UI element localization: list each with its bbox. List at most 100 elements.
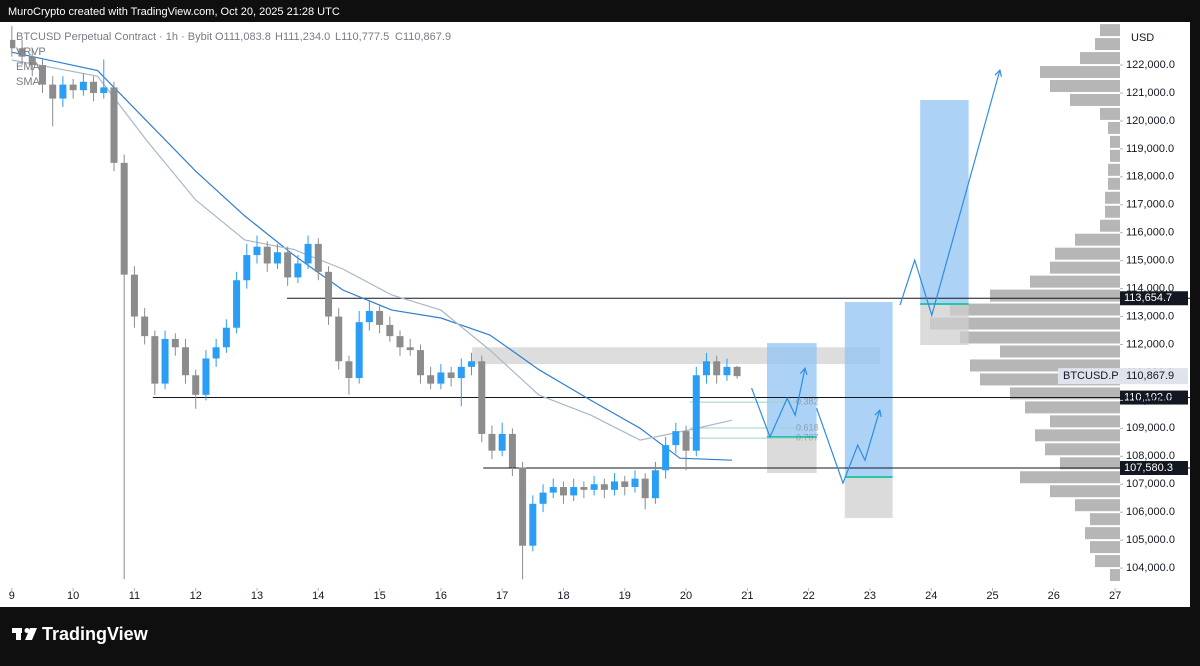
candle-body (519, 467, 527, 546)
y-tick-label: 113,000.0 (1126, 310, 1174, 322)
candle-body (28, 56, 36, 66)
y-tick-label: 120,000.0 (1126, 115, 1175, 127)
volume-profile-bar (1105, 205, 1120, 218)
candle-body (90, 81, 98, 93)
candle-body (325, 271, 333, 317)
y-tick-label: 118,000.0 (1126, 171, 1174, 183)
volume-profile-bar (1100, 107, 1120, 120)
volume-profile-bar (1050, 261, 1120, 274)
x-tick-label: 24 (925, 590, 937, 602)
x-tick-label: 15 (373, 590, 385, 602)
volume-profile-bar (1000, 345, 1120, 358)
logo-mark (16, 628, 21, 640)
candle-body (386, 324, 394, 337)
volume-profile-bar (1010, 387, 1120, 400)
volume-profile-bar (1108, 121, 1120, 134)
projection-arrowhead (874, 408, 882, 418)
x-tick-label: 11 (129, 590, 140, 602)
candle-body (100, 87, 108, 93)
candle-body (294, 263, 302, 278)
labels: 113,654.7 110,102.0 107,580.3 USD 104,000.0 1… (9, 31, 1190, 602)
candle-body (437, 372, 445, 384)
x-tick-label: 22 (803, 590, 815, 602)
x-tick-label: 13 (251, 590, 263, 602)
projection-path (899, 69, 1001, 318)
volume-profile-bar (1060, 457, 1120, 470)
y-tick-label: 106,000.0 (1126, 506, 1175, 518)
level-tag (1120, 291, 1188, 306)
volume-profile-bar (1090, 513, 1120, 526)
level-label: 110,102.0 (1124, 391, 1172, 403)
volume-profile-bar (950, 303, 1120, 316)
legend-entry: EMA (16, 61, 41, 73)
ohlc-label: O111,083.8 (215, 31, 271, 43)
candle-body (355, 322, 363, 379)
volume-profile-bar (970, 359, 1120, 372)
candle-body (253, 246, 261, 256)
candle-body (713, 361, 721, 376)
volume-profile-bar (1075, 233, 1120, 246)
x-tick-label: 9 (9, 590, 15, 602)
candle-body (273, 252, 281, 264)
candle-body (345, 361, 353, 379)
top-bar-text: MuroCrypto created with TradingView.com,… (8, 6, 340, 18)
candle-body (110, 87, 118, 163)
candle-body (600, 484, 608, 490)
candle-body (212, 347, 220, 359)
candle-body (141, 316, 149, 337)
candle-body (181, 347, 189, 376)
volume-profile-bar (1040, 66, 1120, 79)
candle-body (192, 375, 200, 395)
axis-unit: USD (1131, 32, 1154, 44)
candle-body (457, 366, 465, 379)
candle-body (427, 375, 435, 384)
footer-logo-text: TradingView (42, 624, 149, 644)
level-label: 107,580.3 (1124, 462, 1173, 474)
candle-body (559, 487, 567, 496)
volume-profile-bar (1030, 275, 1120, 288)
symbol-title: BTCUSD Perpetual Contract · 1h · Bybit (16, 31, 212, 43)
volume-profile-bar (1095, 38, 1120, 51)
fib-label: 0.707 (796, 432, 819, 442)
x-tick-label: 20 (680, 590, 692, 602)
y-tick-label: 114,000.0 (1126, 283, 1174, 295)
volume-profile-bar (1090, 541, 1120, 554)
logo-mark (24, 628, 30, 633)
candle-body (508, 433, 516, 468)
candle-body (611, 481, 619, 490)
volume-profile-bar (1020, 471, 1120, 484)
candle-body (692, 375, 700, 451)
candle-body (38, 65, 46, 85)
x-tick-label: 10 (67, 590, 79, 602)
candle-body (314, 243, 322, 272)
last-price-label: 110,867.9 (1126, 370, 1174, 382)
candle-body (222, 327, 230, 348)
level-tag (1120, 390, 1188, 405)
volume-profile-bar (1110, 135, 1120, 148)
volume-profile-bar (1035, 429, 1120, 442)
candle-body (631, 478, 639, 488)
candle-body (672, 431, 680, 446)
candle-body (723, 366, 731, 376)
ohlc-label: H111,234.0 (275, 31, 330, 43)
projection-arrowhead (799, 367, 808, 376)
y-tick-label: 121,000.0 (1126, 87, 1175, 99)
volume-profile-bar (1085, 527, 1120, 540)
y-tick-label: 108,000.0 (1126, 450, 1175, 462)
candle-body (243, 255, 251, 281)
candle-body (549, 487, 557, 493)
position-target (920, 99, 969, 304)
candle-body (151, 336, 159, 384)
legend-entry: SMA (16, 76, 41, 88)
volume-profile-bar (1095, 555, 1120, 568)
candle-body (488, 433, 496, 451)
y-tick-label: 112,000.0 (1126, 338, 1174, 350)
candle-body (468, 361, 476, 367)
candle-body (161, 338, 169, 384)
candle-body (335, 316, 343, 362)
x-tick-label: 12 (190, 590, 202, 602)
volume-profile-bar (1055, 247, 1120, 260)
projection-path (816, 408, 881, 485)
position-stop (844, 476, 893, 519)
